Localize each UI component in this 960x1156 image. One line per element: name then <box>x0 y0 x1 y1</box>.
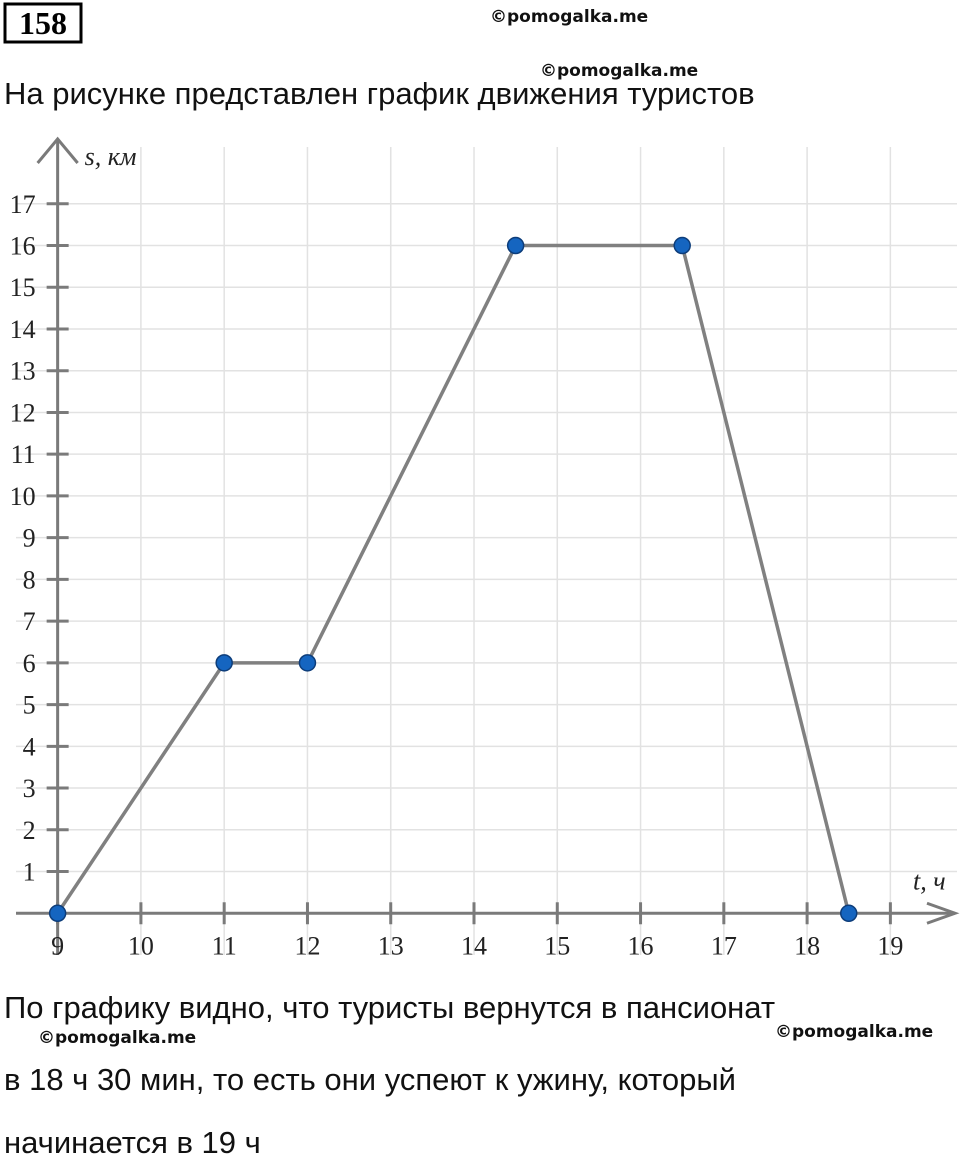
watermark: ©pomogalka.me <box>38 1028 196 1048</box>
conclusion-text: По графику видно, что туристы вернутся в… <box>4 990 775 1025</box>
x-axis-arrow <box>926 901 960 925</box>
problem-number: 158 <box>19 5 67 41</box>
x-tick-label: 16 <box>628 931 654 960</box>
y-tick-label: 12 <box>10 398 36 427</box>
y-tick-label: 15 <box>10 273 36 302</box>
y-tick-label: 2 <box>23 816 36 845</box>
y-tick-label: 14 <box>10 315 36 344</box>
data-point <box>215 654 233 672</box>
y-axis-label: s, км <box>85 142 137 171</box>
data-point <box>298 654 317 672</box>
data-point <box>48 904 67 923</box>
x-tick-label: 18 <box>794 931 820 960</box>
x-tick-label: 11 <box>212 931 237 960</box>
x-tick-label: 19 <box>877 931 903 960</box>
data-point <box>673 236 691 255</box>
watermark: ©pomogalka.me <box>540 61 698 81</box>
y-axis-arrow <box>36 136 79 164</box>
number-box <box>3 2 83 44</box>
y-tick-label: 8 <box>23 565 36 594</box>
data-point <box>506 236 525 255</box>
y-tick-label: 11 <box>11 440 36 469</box>
y-tick-label: 7 <box>23 607 36 636</box>
y-tick-label: 10 <box>10 482 36 511</box>
x-tick-label: 15 <box>544 931 570 960</box>
x-tick-label: 12 <box>294 931 320 960</box>
y-tick-label: 1 <box>23 858 36 887</box>
y-tick-label: 3 <box>23 774 36 803</box>
chart: 9 10 11 12 13 14 15 16 17 18 191234567891011121314… <box>10 136 960 960</box>
y-tick-label: 6 <box>23 649 36 678</box>
y-tick-label: 13 <box>10 357 36 386</box>
conclusion-text: в 18 ч 30 мин, то есть они успеют к ужин… <box>4 1062 736 1097</box>
data-point <box>839 904 858 923</box>
x-tick-label: 17 <box>711 931 737 960</box>
x-tick-label: 9 <box>51 931 64 960</box>
conclusion-text: начинается в 19 ч <box>4 1125 261 1156</box>
watermark: ©pomogalka.me <box>490 7 648 27</box>
data-line <box>56 243 851 915</box>
intro-text: На рисунке представлен график движения т… <box>4 76 755 111</box>
y-tick-label: 4 <box>23 732 36 761</box>
x-tick-label: 13 <box>378 931 404 960</box>
watermark: ©pomogalka.me <box>775 1022 933 1042</box>
x-tick-label: 10 <box>128 931 154 960</box>
x-tick-label: 14 <box>461 931 487 960</box>
y-tick-label: 9 <box>23 524 36 553</box>
y-tick-label: 17 <box>10 190 36 219</box>
x-axis-label: t, ч <box>913 866 946 895</box>
y-tick-label: 5 <box>23 691 36 720</box>
y-tick-label: 16 <box>10 232 36 261</box>
